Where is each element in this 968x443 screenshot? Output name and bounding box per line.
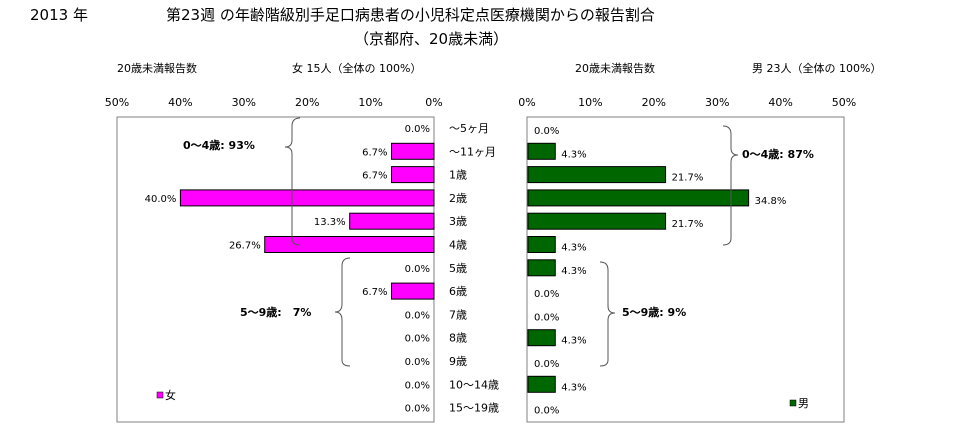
female-value-label: 13.3% bbox=[314, 217, 346, 228]
category-label: ～5ヶ月 bbox=[449, 122, 489, 135]
female-bar bbox=[391, 166, 435, 184]
male-value-label: 4.3% bbox=[561, 243, 586, 254]
male-bar bbox=[527, 329, 556, 347]
category-label: 5歳 bbox=[449, 262, 467, 275]
right-tick-label: 30% bbox=[705, 96, 729, 109]
left-tick-label: 30% bbox=[232, 96, 256, 109]
right-group-bottom-label: 5～9歳: 9% bbox=[622, 305, 686, 319]
male-value-label: 0.0% bbox=[534, 359, 559, 370]
female-bar bbox=[179, 189, 435, 207]
category-label: 15～19歳 bbox=[449, 402, 499, 415]
male-value-label: 34.8% bbox=[755, 196, 787, 207]
female-value-label: 40.0% bbox=[145, 194, 177, 205]
female-bar bbox=[264, 236, 435, 253]
female-value-label: 0.0% bbox=[405, 357, 430, 368]
male-bar bbox=[527, 142, 556, 160]
female-value-label: 0.0% bbox=[405, 380, 430, 391]
category-label: 2歳 bbox=[449, 192, 467, 205]
male-value-label: 0.0% bbox=[534, 289, 559, 300]
male-value-label: 4.3% bbox=[561, 382, 586, 393]
left-count-label: 20歳未満報告数 bbox=[117, 62, 197, 75]
right-tick-label: 20% bbox=[642, 96, 666, 109]
male-bar bbox=[527, 212, 667, 230]
male-value-label: 0.0% bbox=[534, 312, 559, 323]
right-summary: 男 23人（全体の 100%） bbox=[752, 62, 882, 75]
female-value-label: 0.0% bbox=[405, 124, 430, 135]
category-label: 6歳 bbox=[449, 285, 467, 298]
left-tick-label: 10% bbox=[358, 96, 382, 109]
category-label: 10～14歳 bbox=[449, 378, 499, 391]
male-bar bbox=[527, 375, 556, 393]
male-value-label: 0.0% bbox=[534, 126, 559, 137]
left-tick-label: 40% bbox=[168, 96, 192, 109]
chart-title: 第23週 の年齢階級別手足口病患者の小児科定点医療機関からの報告割合 bbox=[166, 6, 655, 24]
female-value-label: 6.7% bbox=[362, 147, 387, 158]
female-value-label: 0.0% bbox=[405, 334, 430, 345]
year-label: 2013 年 bbox=[30, 6, 88, 24]
left-plot-area bbox=[116, 116, 435, 423]
female-value-label: 6.7% bbox=[362, 171, 387, 182]
female-bar bbox=[391, 282, 435, 300]
left-tick-label: 0% bbox=[425, 96, 442, 109]
right-top-brace bbox=[722, 125, 739, 246]
right-tick-label: 0% bbox=[518, 96, 535, 109]
female-bar bbox=[391, 142, 435, 160]
right-group-top-label: 0～4歳: 87% bbox=[742, 147, 814, 161]
female-value-label: 0.0% bbox=[405, 404, 430, 415]
male-value-label: 4.3% bbox=[561, 336, 586, 347]
male-bar bbox=[527, 259, 556, 277]
female-value-label: 6.7% bbox=[362, 287, 387, 298]
category-label: 4歳 bbox=[449, 239, 467, 252]
left-tick-label: 20% bbox=[295, 96, 319, 109]
male-value-label: 4.3% bbox=[561, 266, 586, 277]
right-count-label: 20歳未満報告数 bbox=[575, 62, 655, 75]
male-bar bbox=[527, 166, 667, 184]
male-bar bbox=[527, 236, 556, 253]
right-tick-label: 50% bbox=[832, 96, 856, 109]
category-label: 8歳 bbox=[449, 332, 467, 345]
category-label: 7歳 bbox=[449, 308, 467, 321]
left-tick-label: 50% bbox=[105, 96, 129, 109]
right-legend-swatch bbox=[789, 399, 797, 407]
female-value-label: 26.7% bbox=[229, 241, 261, 252]
category-label: 1歳 bbox=[449, 169, 467, 182]
male-value-label: 21.7% bbox=[672, 219, 704, 230]
left-legend-label: 女 bbox=[165, 388, 176, 402]
left-legend-swatch bbox=[156, 391, 164, 399]
left-group-top-label: 0～4歳: 93% bbox=[183, 138, 255, 152]
left-group-bottom-label: 5～9歳: 7% bbox=[240, 305, 311, 319]
male-value-label: 21.7% bbox=[672, 173, 704, 184]
male-value-label: 4.3% bbox=[561, 149, 586, 160]
female-bar bbox=[349, 212, 435, 230]
right-bottom-brace bbox=[599, 261, 616, 367]
category-label: 3歳 bbox=[449, 215, 467, 228]
chart-subtitle: （京都府、20歳未満） bbox=[354, 30, 509, 48]
left-bottom-brace bbox=[334, 257, 351, 367]
male-bar bbox=[527, 189, 750, 207]
female-value-label: 0.0% bbox=[405, 310, 430, 321]
right-tick-label: 40% bbox=[768, 96, 792, 109]
left-summary: 女 15人（全体の 100%） bbox=[292, 62, 422, 75]
male-value-label: 0.0% bbox=[534, 406, 559, 417]
left-top-brace bbox=[284, 117, 301, 246]
right-tick-label: 10% bbox=[578, 96, 602, 109]
right-legend-label: 男 bbox=[798, 397, 809, 410]
category-label: 9歳 bbox=[449, 355, 467, 368]
category-label: ～11ヶ月 bbox=[449, 145, 496, 158]
female-value-label: 0.0% bbox=[405, 264, 430, 275]
